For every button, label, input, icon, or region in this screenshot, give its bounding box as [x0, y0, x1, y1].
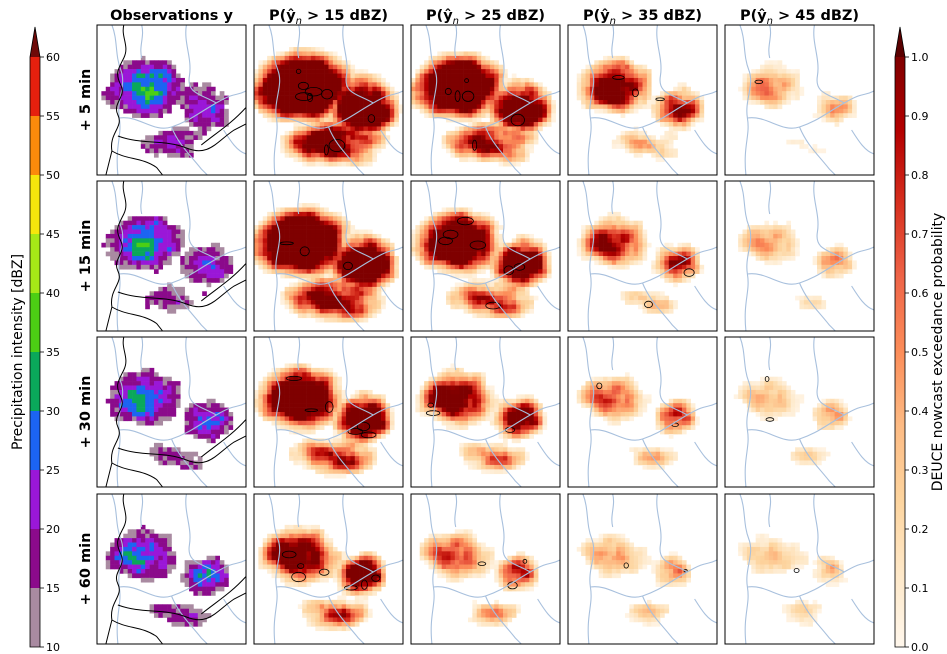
left-colorbar: 10 15 20 25 30 35 40 45 50 55 60 Precipitation inte…	[10, 26, 60, 654]
right-colorbar-tick-10: 1.0	[911, 51, 929, 64]
panel-r1-c3	[567, 180, 718, 332]
left-colorbar-tick-0: 10	[46, 641, 60, 654]
row-titles: + 5 min + 15 min + 30 min + 60 min	[78, 69, 94, 606]
right-colorbar-tick-8: 0.8	[911, 169, 929, 182]
right-colorbar-tick-2: 0.2	[911, 523, 929, 536]
left-colorbar-bin-4	[30, 352, 40, 411]
panel-r2-c4	[724, 336, 875, 488]
panel-r0-c0	[96, 24, 247, 176]
left-colorbar-bin-2	[30, 470, 40, 529]
right-colorbar-extend	[895, 27, 905, 57]
panel-r3-c2	[410, 493, 561, 645]
right-colorbar-gradient	[895, 57, 905, 647]
left-colorbar-extend	[30, 27, 40, 57]
panel-r3-c4	[724, 493, 875, 645]
row-title-3: + 60 min	[78, 533, 94, 606]
right-colorbar-tick-4: 0.4	[911, 405, 929, 418]
panel-r1-c4	[724, 180, 875, 332]
panel-r2-c0	[96, 336, 247, 488]
left-colorbar-tick-6: 40	[46, 287, 60, 300]
right-colorbar-tick-5: 0.5	[911, 346, 929, 359]
panel-r3-c3	[567, 493, 718, 645]
column-titles: Observations y P(ŷn > 15 dBZ) P(ŷn > 25 dB…	[110, 8, 859, 27]
panel-r0-c4	[724, 24, 875, 176]
right-colorbar-tick-6: 0.6	[911, 287, 929, 300]
left-colorbar-bin-0	[30, 588, 40, 647]
right-colorbar: 0.0 0.1 0.2 0.3 0.4 0.5 0.6 0.7 0.8 0.9 1.0 DEUCE n…	[894, 26, 946, 654]
left-colorbar-tick-2: 20	[46, 523, 60, 536]
left-colorbar-tick-1: 15	[46, 582, 60, 595]
row-title-1: + 15 min	[78, 220, 94, 293]
left-colorbar-bin-6	[30, 234, 40, 293]
right-colorbar-label: DEUCE nowcast exceedance probability	[930, 213, 946, 491]
left-colorbar-tick-3: 25	[46, 464, 60, 477]
row-title-2: + 30 min	[78, 376, 94, 449]
column-title-0: Observations y	[110, 8, 233, 24]
panel-r0-c1	[253, 24, 404, 176]
panel-r2-c3	[567, 336, 718, 488]
left-colorbar-bin-7	[30, 175, 40, 234]
panel-r3-c1	[253, 493, 404, 645]
left-colorbar-tick-4: 30	[46, 405, 60, 418]
right-colorbar-tick-9: 0.9	[911, 110, 929, 123]
panel-grid	[96, 24, 875, 645]
column-title-2: P(ŷn > 25 dBZ)	[426, 8, 545, 27]
panel-r1-c1	[253, 180, 404, 332]
panel-r1-c0	[96, 180, 247, 332]
column-title-3: P(ŷn > 35 dBZ)	[583, 8, 702, 27]
panel-r0-c3	[567, 24, 718, 176]
row-title-0: + 5 min	[78, 69, 94, 132]
left-colorbar-label: Precipitation intensity [dBZ]	[10, 254, 26, 450]
left-colorbar-tick-8: 50	[46, 169, 60, 182]
left-colorbar-tick-5: 35	[46, 346, 60, 359]
right-colorbar-tick-7: 0.7	[911, 228, 929, 241]
right-colorbar-tick-1: 0.1	[911, 582, 929, 595]
left-colorbar-bin-3	[30, 411, 40, 470]
left-colorbar-bin-9	[30, 57, 40, 116]
right-colorbar-tick-3: 0.3	[911, 464, 929, 477]
panel-r0-c2	[410, 24, 561, 176]
panel-r2-c1	[253, 336, 404, 488]
right-colorbar-tick-0: 0.0	[911, 641, 929, 654]
left-colorbar-tick-10: 60	[46, 51, 60, 64]
left-colorbar-tick-7: 45	[46, 228, 60, 241]
panel-r2-c2	[410, 336, 561, 488]
left-colorbar-tick-9: 55	[46, 110, 60, 123]
panel-r3-c0	[96, 493, 247, 645]
left-colorbar-bin-1	[30, 529, 40, 588]
left-colorbar-bin-5	[30, 293, 40, 352]
panel-r1-c2	[410, 180, 561, 332]
column-title-4: P(ŷn > 45 dBZ)	[740, 8, 859, 27]
left-colorbar-bin-8	[30, 116, 40, 175]
column-title-1: P(ŷn > 15 dBZ)	[269, 8, 388, 27]
